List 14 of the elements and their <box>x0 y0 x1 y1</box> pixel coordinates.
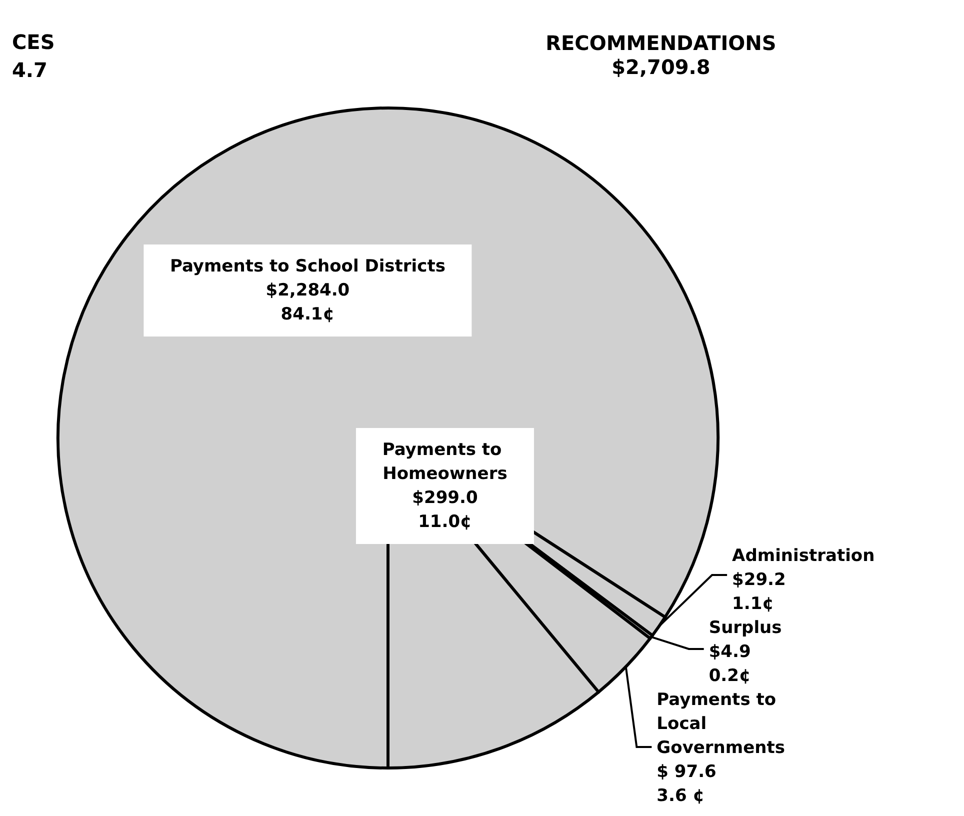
slice-label: Surplus <box>708 618 782 638</box>
slice-label: Payments to School Districts <box>170 256 446 276</box>
slice-label: Payments to Homeowners <box>382 440 508 484</box>
slice-label: Payments to Local Governments <box>656 690 786 758</box>
text: CES <box>12 30 55 54</box>
chart-title: RECOMMENDATIONS <box>546 31 776 55</box>
data-label: $ 97.6 3.6 ¢ <box>656 762 716 806</box>
chart-subtitle: $2,709.8 <box>612 55 710 79</box>
data-label: $299.0 11.0¢ <box>412 488 478 532</box>
slice-label: Administration <box>732 546 875 566</box>
data-label: $29.2 1.1¢ <box>732 570 786 614</box>
data-label: $2,284.0 84.1¢ <box>266 280 350 324</box>
text: 4.7 <box>12 58 48 82</box>
data-label: $4.9 0.2¢ <box>708 642 751 686</box>
